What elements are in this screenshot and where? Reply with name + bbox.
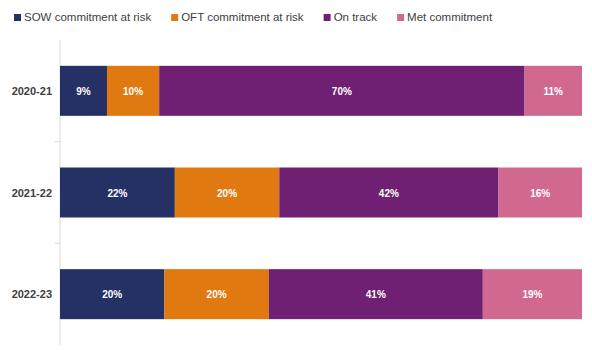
legend-swatch (14, 14, 21, 21)
bar (498, 168, 582, 218)
bar (60, 269, 164, 319)
bar (279, 168, 498, 218)
legend-swatch (324, 14, 331, 21)
legend-label: OFT commitment at risk (181, 11, 304, 23)
data-label: 9% (76, 86, 91, 97)
legend-label: Met commitment (407, 11, 493, 23)
data-label: 41% (366, 289, 386, 300)
bar (107, 66, 159, 116)
data-label: 20% (217, 188, 237, 199)
data-labels: 9% 10% 70% 11% 22% 20% 42% 16% 20% 20% 41% 19% (76, 86, 563, 300)
data-label: 19% (522, 289, 542, 300)
chart: SOW commitment at risk OFT commitment at … (0, 0, 592, 350)
bar (483, 269, 582, 319)
bar (525, 66, 582, 116)
category-separator (55, 243, 60, 244)
bar (60, 66, 107, 116)
legend-label: SOW commitment at risk (24, 11, 151, 23)
legend-label: On track (334, 11, 378, 23)
data-label: 20% (207, 289, 227, 300)
data-label: 70% (332, 86, 352, 97)
data-label: 42% (379, 188, 399, 199)
category-label: 2020-21 (12, 85, 52, 97)
category-label: 2022-23 (12, 288, 52, 300)
bar (175, 168, 279, 218)
bar (164, 269, 268, 319)
category-separator (55, 141, 60, 142)
data-label: 20% (102, 289, 122, 300)
bar (60, 168, 175, 218)
legend: SOW commitment at risk OFT commitment at … (14, 11, 493, 23)
data-label: 10% (123, 86, 143, 97)
data-label: 11% (544, 86, 564, 97)
bars (60, 66, 582, 319)
legend-swatch (171, 14, 178, 21)
data-label: 16% (530, 188, 550, 199)
bar (159, 66, 524, 116)
bar (269, 269, 483, 319)
data-label: 22% (107, 188, 127, 199)
legend-swatch (397, 14, 404, 21)
category-label: 2021-22 (12, 187, 52, 199)
